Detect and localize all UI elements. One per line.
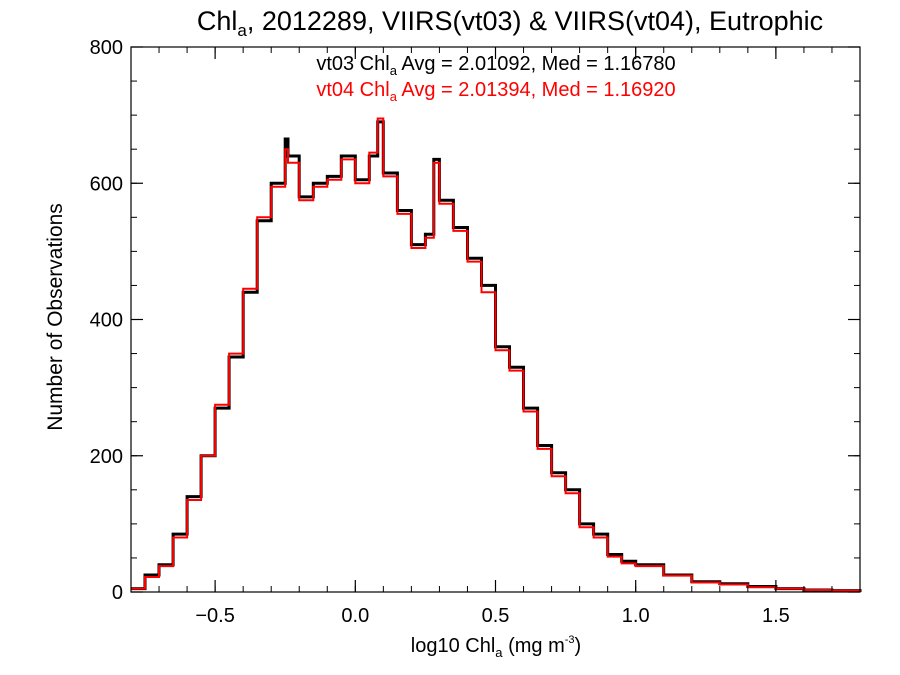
y-tick-label: 0 bbox=[112, 582, 123, 604]
annotation-vt04: vt04 Chla Avg = 2.01394, Med = 1.16920 bbox=[316, 79, 675, 104]
y-tick-label: 400 bbox=[90, 310, 123, 332]
x-axis-label: log10 Chla (mg m-3) bbox=[411, 634, 581, 660]
y-tick-label: 200 bbox=[90, 446, 123, 468]
plot-area: −0.5 0.0 0.5 1.0 1.5 0 200 400 600 800 bbox=[90, 37, 862, 627]
x-tick-label: 0.5 bbox=[482, 605, 510, 627]
y-tick-label: 600 bbox=[90, 173, 123, 195]
series-line-vt04 bbox=[131, 117, 861, 592]
x-tick-label: −0.5 bbox=[195, 605, 234, 627]
annotation-vt03: vt03 Chla Avg = 2.01092, Med = 1.16780 bbox=[316, 53, 675, 78]
y-axis-label: Number of Observations bbox=[44, 203, 67, 431]
series-line-vt03 bbox=[131, 120, 862, 593]
chart-title: Chla, 2012289, VIIRS(vt03) & VIIRS(vt04)… bbox=[197, 6, 823, 40]
y-tick-label: 800 bbox=[90, 37, 123, 59]
x-tick-label: 1.0 bbox=[622, 605, 650, 627]
x-tick-label: 0.0 bbox=[341, 605, 369, 627]
x-tick-label: 1.5 bbox=[762, 605, 790, 627]
